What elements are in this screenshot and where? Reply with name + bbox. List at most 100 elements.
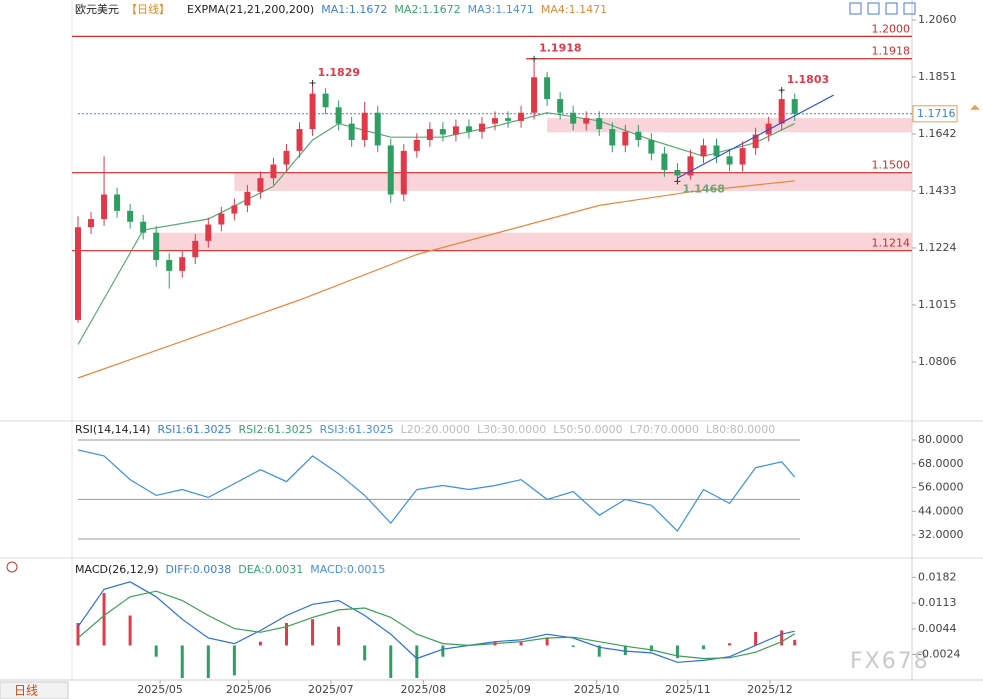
level-label: 1.1214	[872, 237, 911, 250]
tool-icon[interactable]	[849, 2, 862, 15]
x-tick-label: 2025/12	[747, 683, 793, 696]
level-label: 1.2000	[872, 22, 911, 35]
x-tick-label: 2025/06	[226, 683, 272, 696]
candle-body	[687, 156, 694, 176]
x-tick-label: 2025/10	[574, 683, 620, 696]
x-tick-label: 2025/09	[485, 683, 531, 696]
trend-line	[677, 94, 835, 179]
macd-bar	[232, 645, 236, 676]
rsi-line	[77, 449, 796, 533]
candle-body	[648, 139, 655, 154]
macd-bar	[258, 641, 262, 646]
candle-body	[322, 93, 329, 108]
instrument-name: 欧元美元	[75, 3, 119, 16]
candle-body	[739, 148, 746, 165]
macd-plot	[76, 581, 797, 678]
candle-body	[283, 150, 290, 165]
main-plot	[72, 35, 912, 379]
y-tick-label: 1.1224	[918, 241, 957, 254]
settings-icon[interactable]	[6, 561, 18, 573]
period: 【日线】	[126, 2, 170, 16]
legend-entry: MA4:1.1471	[541, 3, 607, 16]
candle-body	[270, 164, 277, 179]
candle-body	[570, 112, 577, 124]
macd-bar	[389, 645, 393, 678]
y-tick-label: 44.0000	[918, 504, 964, 517]
candle-body	[726, 156, 733, 165]
tool-icon[interactable]	[885, 2, 898, 15]
y-tick-label: 32.0000	[918, 528, 964, 541]
candle-body	[700, 145, 707, 157]
y-tick-label: 0.0113	[918, 596, 957, 609]
candle-body	[452, 126, 459, 135]
period-tab-label[interactable]: 日线	[14, 684, 38, 698]
macd-bar	[337, 626, 341, 646]
legend-entry: RSI3:61.3025	[320, 423, 394, 436]
candle-body	[478, 123, 485, 132]
candle-body	[413, 139, 420, 151]
tool-icon[interactable]	[867, 2, 880, 15]
legend-entry: L30:30.0000	[477, 423, 546, 436]
candle-body	[426, 129, 433, 140]
macd-bar	[311, 619, 315, 646]
candle-body	[387, 145, 394, 195]
candle-body	[635, 131, 642, 140]
candle-body	[348, 123, 355, 140]
candle-body	[531, 77, 538, 113]
candle-body	[114, 194, 121, 211]
zone	[234, 172, 912, 191]
legend-entry: DEA:0.0031	[238, 563, 303, 576]
candle-body	[791, 99, 798, 114]
macd-bar	[363, 645, 367, 661]
candle-body	[296, 129, 303, 151]
extreme-label: 1.1803	[787, 73, 829, 86]
candle-body	[439, 129, 446, 135]
macd-bar	[571, 645, 575, 647]
candle-body	[231, 205, 238, 214]
macd-bar	[76, 622, 80, 646]
candle-body	[661, 153, 668, 170]
candle-body	[127, 210, 134, 222]
macd-bar	[128, 615, 132, 646]
legend-entry: L80:80.0000	[706, 423, 775, 436]
y-tick-label: 68.0000	[918, 457, 964, 470]
macd-bar	[675, 645, 679, 659]
candle-body	[492, 118, 498, 124]
candle-body	[257, 178, 264, 192]
candle-body	[140, 221, 147, 233]
legend-entry: L20:20.0000	[401, 423, 470, 436]
candle-body	[88, 219, 95, 228]
macd-bar	[702, 645, 705, 650]
macd-bar	[793, 639, 797, 646]
macd-bar	[545, 637, 549, 646]
y-tick-label: 1.1015	[918, 298, 957, 311]
period-tab[interactable]	[0, 681, 69, 699]
candle-body	[713, 145, 720, 157]
candle-body	[192, 240, 199, 258]
candle-body	[505, 118, 512, 121]
candle-body	[609, 129, 616, 146]
macd-bar	[623, 645, 627, 656]
macd-line	[77, 581, 795, 663]
extreme-label: 1.1468	[682, 182, 724, 195]
last-price-box	[912, 105, 958, 123]
legend-entry: RSI2:61.3025	[239, 423, 313, 436]
legend-entry: MA1:1.1672	[321, 3, 387, 16]
macd-bar	[728, 643, 732, 646]
toolbar	[849, 2, 916, 15]
extreme-marker	[309, 79, 316, 86]
legend-entry: L50:50.0000	[553, 423, 622, 436]
level-label: 1.1918	[872, 45, 911, 58]
macd-bar	[154, 645, 158, 657]
candle-body	[361, 112, 368, 140]
tool-icon[interactable]	[903, 2, 916, 15]
candle-body	[309, 93, 316, 130]
candle-body	[244, 191, 251, 206]
indicator-name: RSI(14,14,14)	[75, 423, 150, 436]
legend-entry: MA2:1.1672	[394, 3, 460, 16]
candle-body	[544, 77, 551, 100]
y-tick-label: 1.1433	[918, 184, 957, 197]
